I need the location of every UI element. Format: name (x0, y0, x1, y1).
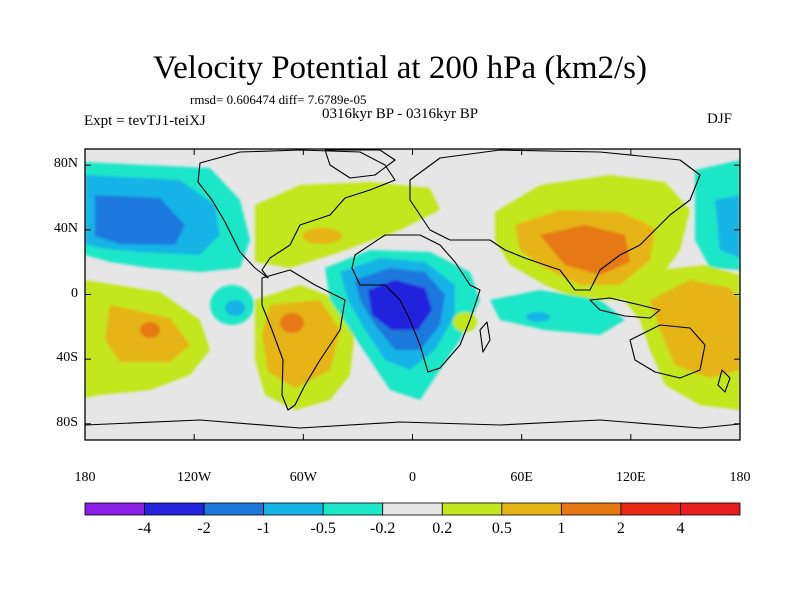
contour-south-pacific-high-core (140, 322, 160, 338)
x-tick-label: 180 (729, 470, 751, 485)
x-tick-label: 180 (74, 470, 96, 485)
colorbar-swatch (263, 502, 324, 516)
y-tick-label: 0 (71, 285, 78, 301)
contour-n-atlantic-high-outer (255, 182, 440, 268)
colorbar-level-label: -0.5 (310, 520, 336, 537)
colorbar-level-label: 0.2 (432, 520, 453, 537)
contour-atlantic-low-core (368, 280, 432, 330)
colorbar-swatch (501, 502, 562, 516)
coast-indonesia (589, 297, 661, 319)
x-tick-label: 0 (409, 470, 416, 485)
coast-north-america (197, 149, 396, 279)
contour-east-africa-high (453, 312, 477, 332)
x-tick-label: 60E (510, 470, 533, 485)
contour-north-pacific-low-inner (95, 195, 185, 245)
contour-asia-high-core (540, 225, 630, 275)
colorbar-swatch (203, 502, 265, 516)
coast-south-america (261, 269, 346, 411)
colorbar-level-label: -2 (197, 520, 211, 537)
colorbar-swatch (84, 502, 145, 516)
periods-subtitle: 0316kyr BP - 0316kyr BP (322, 106, 479, 122)
map-frame (84, 148, 741, 441)
coast-africa (351, 234, 481, 373)
x-tick-label: 60W (289, 470, 317, 485)
colorbar-swatch (441, 502, 503, 516)
contour-n-atlantic-high-inner (302, 228, 342, 244)
coast-greenland (324, 149, 396, 179)
experiment-label: Expt = tevTJ1-teiXJ (84, 113, 206, 129)
contour-ne-pacific-low-inner (715, 195, 740, 258)
contour-south-america-high-core (280, 313, 304, 333)
coast-eurasia (409, 149, 701, 291)
contour-w-pacific-high-inner (650, 280, 740, 378)
colorbar-swatch (322, 502, 384, 516)
contour-east-pacific-low-inner (225, 300, 245, 316)
colorbar-swatch (560, 502, 622, 516)
y-tick-label: 40N (53, 220, 78, 236)
colorbar-swatch (680, 502, 741, 516)
season-label: DJF (707, 111, 733, 127)
colorbar-level-label: -4 (137, 520, 152, 537)
y-tick-label: 40S (56, 350, 78, 366)
coast-antarctica (85, 419, 740, 429)
colorbar-swatch (144, 502, 205, 516)
chart-title: Velocity Potential at 200 hPa (km2/s) (152, 50, 648, 86)
colorbar-swatch (620, 502, 681, 516)
x-tick-label: 120E (616, 470, 646, 485)
map-field (85, 149, 740, 440)
stats-subtitle: rmsd= 0.606474 diff= 7.6789e-05 (190, 92, 367, 107)
coast-new-zealand (717, 369, 731, 393)
colorbar-level-label: 0.5 (491, 520, 512, 537)
contour-indian-ocean-low-inner (526, 312, 550, 322)
coast-australia (629, 324, 706, 379)
colorbar-level-label: 4 (676, 520, 685, 537)
y-tick-label: 80S (56, 414, 78, 430)
coast-madagascar (479, 321, 491, 353)
colorbar (84, 502, 741, 516)
colorbar-swatch (382, 502, 443, 516)
y-tick-label: 80N (53, 156, 78, 172)
colorbar-level-label: 2 (616, 520, 625, 537)
colorbar-level-label: -0.2 (370, 520, 396, 537)
coastlines (85, 149, 740, 429)
colorbar-level-label: 1 (557, 520, 566, 537)
x-tick-label: 120W (177, 470, 212, 485)
colorbar-level-label: -1 (256, 520, 271, 537)
